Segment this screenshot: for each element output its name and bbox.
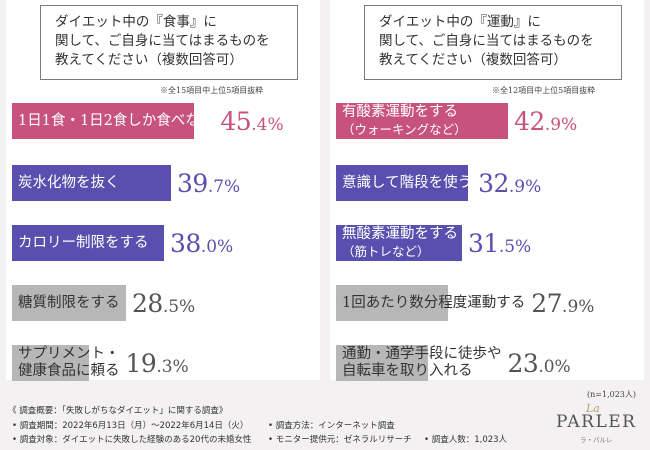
right-note: ※全12項目中上位5項目抜粋 [492,86,596,95]
food-bar-label-4-line-1: 糖質制限をする [18,294,120,311]
food-value-label-5: 19.3% [125,348,189,378]
exercise-bar-5 [336,345,428,381]
food-bar-label-5: サプリメント・ 健康食品に頼る [18,345,120,381]
left-question-line-3: 教えてください（複数回答可） [55,52,243,68]
left-question-line-2: 関して、ご自身に当てはまるものを [55,33,270,49]
exercise-bar-label-2-line-1: 意識して階段を使う [342,174,473,191]
survey-respondents: • 調査人数：1,023人 [424,435,508,445]
left-note: ※全15項目中上位5項目抜粋 [160,86,264,95]
exercise-bar-3 [336,225,462,261]
food-bar-label-1: 1日1食・1日2食しか食べない [18,103,214,139]
food-value-label-1: 45.4% [220,106,284,136]
food-bar-1 [12,103,194,139]
brand-logo-la: La [586,402,600,415]
exercise-bar-label-1-line-2: （ウォーキングなど） [342,122,467,137]
survey-heading: 《 調査概要：「失敗しがちなダイエット」に関する調査》 [8,406,228,416]
exercise-bar-label-3: 無酸素運動をする （筋トレなど） [342,225,458,261]
food-bar-label-2: 炭水化物を抜く [18,165,120,201]
exercise-bar-label-3-line-2: （筋トレなど） [342,244,430,259]
food-bar-5 [12,345,89,381]
brand-logo-sub: ラ・パルレ [580,436,613,444]
sample-size-note: (n=1,023人) [587,390,636,399]
food-bar-label-3: カロリー制限をする [18,225,149,261]
exercise-bar-1 [336,103,508,139]
food-bar-label-2-line-1: 炭水化物を抜く [18,174,120,191]
right-question-box: ダイエット中の『運動』に 関して、ご自身に当てはまるものを 教えてください（複数… [364,5,622,80]
survey-target: • 調査対象：ダイエットに失敗した経験のある20代の未婚女性 [12,435,252,445]
exercise-value-label-2: 32.9% [478,168,542,198]
right-question-line-2: 関して、ご自身に当てはまるものを [379,33,594,49]
exercise-bar-label-4-line-1: 1回あたり数分程度運動する [342,294,526,311]
food-value-label-2: 39.7% [177,168,241,198]
exercise-bar-label-5-line-1: 通勤・通学手段に徒歩や [342,346,502,362]
exercise-bar-label-5-line-2: 自転車を取り入れる [342,363,473,379]
food-bar-label-5-line-2: 健康食品に頼る [18,363,120,379]
exercise-bar-label-5: 通勤・通学手段に徒歩や 自転車を取り入れる [342,345,502,381]
exercise-value-label-4: 27.9% [531,288,595,318]
survey-method: • 調査方法：インターネット調査 [268,421,395,431]
right-question-line-3: 教えてください（複数回答可） [379,52,567,68]
food-value-label-3: 38.0% [170,228,234,258]
food-bar-3 [12,225,164,261]
exercise-bar-2 [336,165,468,201]
exercise-value-label-5: 23.0% [507,348,571,378]
food-bar-4 [12,285,126,321]
survey-period: • 調査期間：2022年6月13日（月）〜2022年6月14日（火） [12,421,249,431]
left-question-line-1: ダイエット中の『食事』に [55,14,217,30]
exercise-bar-label-3-line-1: 無酸素運動をする [342,226,458,242]
food-bar-label-1-line-1: 1日1食・1日2食しか食べない [18,112,215,129]
right-question-line-1: ダイエット中の『運動』に [379,14,541,30]
exercise-value-label-3: 31.5% [468,228,532,258]
food-bar-label-4: 糖質制限をする [18,285,120,321]
left-question-box: ダイエット中の『食事』に 関して、ご自身に当てはまるものを 教えてください（複数… [40,5,298,80]
exercise-bar-label-1-line-1: 有酸素運動をする [342,104,458,120]
exercise-bar-4 [336,285,448,321]
food-bar-label-3-line-1: カロリー制限をする [18,234,149,251]
food-bar-label-5-line-1: サプリメント・ [18,346,120,362]
exercise-bar-label-2: 意識して階段を使う [342,165,472,201]
brand-logo: PARLER [556,412,637,432]
exercise-value-label-1: 42.9% [514,106,578,136]
food-value-label-4: 28.5% [132,288,196,318]
exercise-bar-label-4: 1回あたり数分程度運動する [342,285,525,321]
food-bar-2 [12,165,171,201]
survey-provider: • モニター提供元：ゼネラルリサーチ [268,435,412,445]
exercise-bar-label-1: 有酸素運動をする （ウォーキングなど） [342,103,467,139]
